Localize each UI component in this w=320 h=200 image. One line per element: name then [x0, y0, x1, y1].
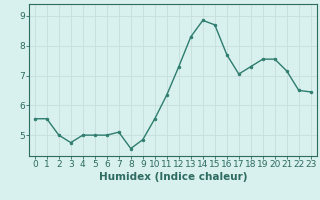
X-axis label: Humidex (Indice chaleur): Humidex (Indice chaleur)	[99, 172, 247, 182]
